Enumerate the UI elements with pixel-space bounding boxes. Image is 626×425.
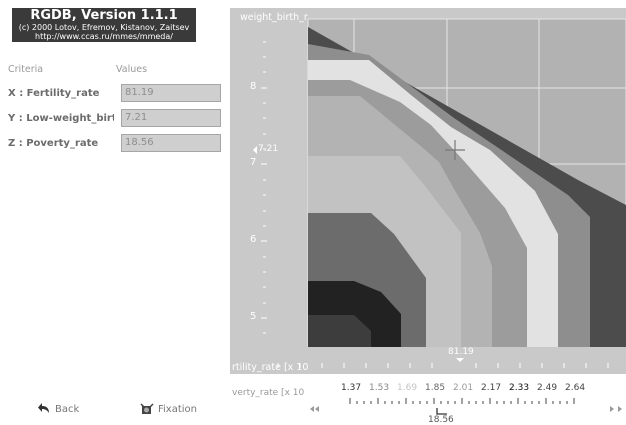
z-scale-tick: 1.53 <box>369 383 390 393</box>
z-scale-tick: 2.33 <box>509 383 530 393</box>
criterion-value-z[interactable]: 18.56 <box>121 134 221 152</box>
criterion-row-x: X : Fertility_rate 81.19 <box>8 84 221 104</box>
y-tick-label: 5 <box>250 311 257 322</box>
values-header: Values <box>116 64 148 75</box>
y-axis-ticks <box>261 41 267 334</box>
z-scale-strip <box>230 374 626 425</box>
criterion-row-y: Y : Low-weight_birth 7.21 <box>8 109 221 129</box>
crosshair-cursor[interactable] <box>445 140 465 160</box>
copyright-text: (c) 2000 Lotov, Efremov, Kistanov, Zaits… <box>18 23 190 32</box>
z-scale-tick: 2.49 <box>537 383 558 393</box>
x-axis-title: rtility_rate [x 10 <box>232 362 309 373</box>
criterion-value-x[interactable]: 81.19 <box>121 84 221 102</box>
fixation-label: Fixation <box>158 404 198 415</box>
y-marker-value: 7.21 <box>258 144 279 154</box>
criteria-header: Criteria <box>8 64 44 75</box>
y-tick-label: 8 <box>250 81 257 92</box>
z-scale-tick: 2.17 <box>481 383 502 393</box>
back-arrow-icon <box>38 403 49 413</box>
z-scale-ticks <box>349 398 575 404</box>
frontier-layer-9 <box>308 315 371 347</box>
z-cursor-marker[interactable] <box>436 408 447 415</box>
z-scale-tick: 2.64 <box>565 383 586 393</box>
fixation-icon <box>140 403 154 414</box>
fixation-button[interactable]: Fixation <box>140 403 197 416</box>
website-url: http://www.ccas.ru/mmes/mmeda/ <box>35 32 173 41</box>
z-scale-tick: 1.85 <box>425 383 446 393</box>
z-scroll-right-icon[interactable] <box>610 406 622 412</box>
criterion-row-z: Z : Poverty_rate 18.56 <box>8 134 221 154</box>
z-scale-tick: 1.37 <box>341 383 362 393</box>
z-scale-tick: 1.69 <box>397 383 418 393</box>
criterion-label-x: X : Fertility_rate <box>8 88 100 99</box>
back-label: Back <box>55 403 80 415</box>
y-tick-label: 7 <box>250 157 257 168</box>
app-branding: RGDB, Version 1.1.1 (c) 2000 Lotov, Efre… <box>12 8 196 42</box>
x-marker-value: 81.19 <box>448 347 474 357</box>
y-axis-title: weight_birth_r <box>240 12 308 23</box>
z-cursor-value: 18.56 <box>428 415 454 425</box>
z-scale-title: verty_rate [x 10 <box>232 388 305 398</box>
x-axis-ticks <box>277 363 609 368</box>
criterion-value-y[interactable]: 7.21 <box>121 109 221 127</box>
decision-map-svg <box>230 18 626 425</box>
app-title: RGDB, Version 1.1.1 <box>30 8 178 23</box>
criterion-label-y: Y : Low-weight_birth <box>8 113 114 124</box>
z-scroll-left-icon[interactable] <box>310 406 319 412</box>
back-button[interactable]: Back <box>38 403 79 415</box>
y-marker-triangle[interactable] <box>253 146 257 154</box>
decision-map-panel: weight_birth_r rtility_rate [x 10 8 7 6 … <box>230 8 626 425</box>
y-tick-label: 6 <box>250 234 257 245</box>
criterion-label-z: Z : Poverty_rate <box>8 138 99 149</box>
x-marker-triangle[interactable] <box>456 358 464 362</box>
z-scale-tick: 2.01 <box>453 383 474 393</box>
